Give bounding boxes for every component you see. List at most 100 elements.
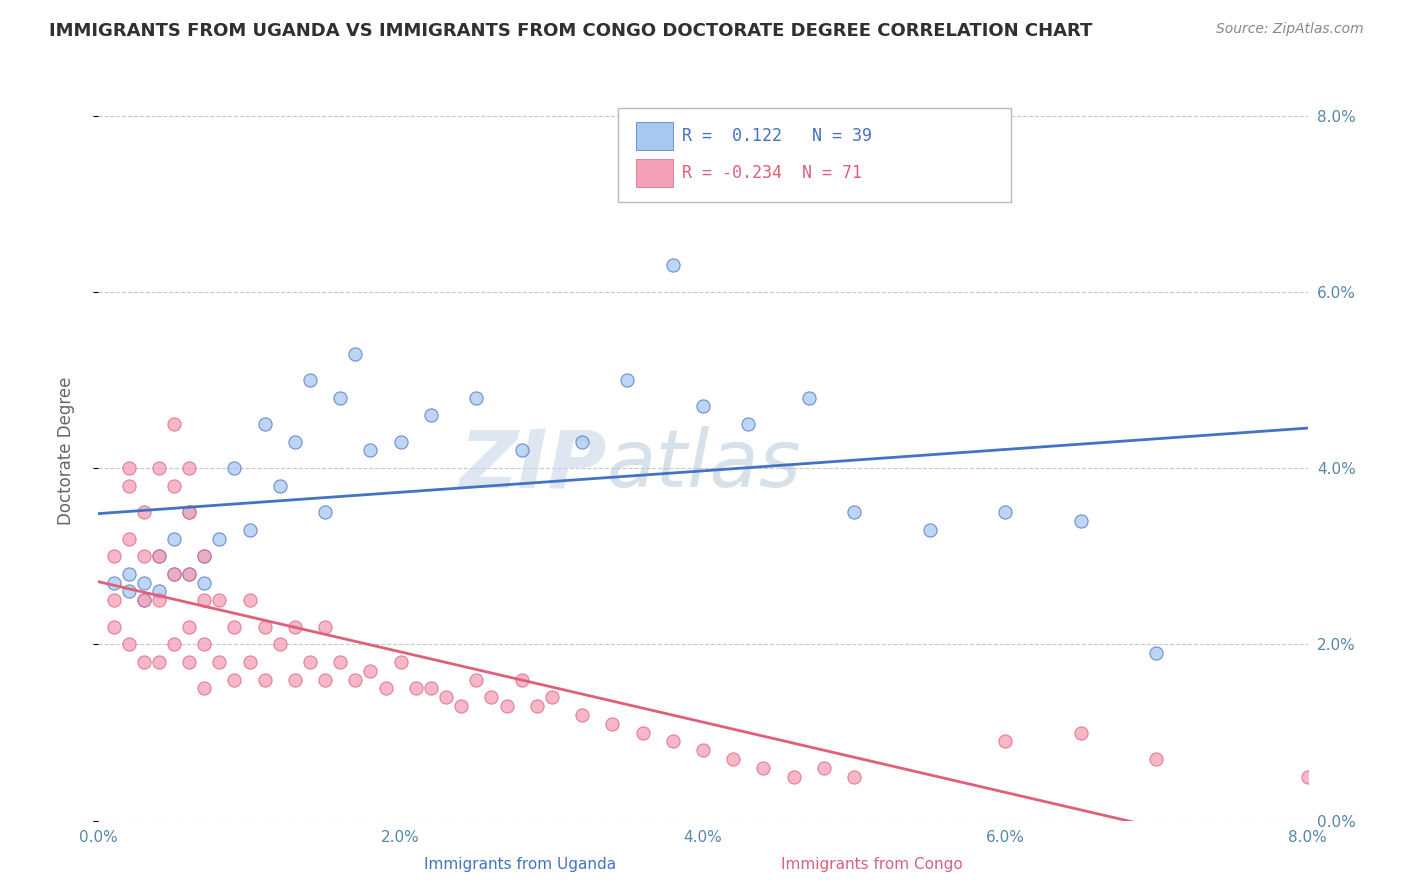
Text: R =  0.122   N = 39: R = 0.122 N = 39 bbox=[682, 127, 873, 145]
Point bbox=[239, 655, 262, 669]
Point bbox=[1146, 646, 1168, 660]
Point bbox=[103, 620, 125, 634]
Point bbox=[208, 593, 231, 607]
Point bbox=[1296, 770, 1319, 784]
Point bbox=[420, 681, 443, 696]
Point bbox=[103, 575, 125, 590]
Point bbox=[193, 681, 215, 696]
Point bbox=[163, 637, 186, 651]
Point bbox=[148, 549, 170, 564]
Point bbox=[179, 566, 201, 581]
Point bbox=[510, 443, 533, 458]
Point bbox=[540, 690, 562, 705]
Point bbox=[571, 434, 593, 449]
Point bbox=[844, 505, 866, 519]
Text: atlas: atlas bbox=[606, 426, 801, 504]
Text: ZIP: ZIP bbox=[458, 426, 606, 504]
Point bbox=[344, 673, 367, 687]
Point bbox=[918, 523, 941, 537]
Text: R = -0.234  N = 71: R = -0.234 N = 71 bbox=[682, 164, 862, 182]
Point bbox=[269, 479, 291, 493]
Point bbox=[661, 259, 683, 273]
Point bbox=[118, 637, 141, 651]
Point bbox=[797, 391, 820, 405]
Point bbox=[389, 655, 412, 669]
Point bbox=[994, 505, 1017, 519]
Point bbox=[118, 461, 141, 475]
Point bbox=[193, 549, 215, 564]
Point bbox=[844, 770, 866, 784]
Point bbox=[179, 655, 201, 669]
Point bbox=[737, 417, 759, 431]
Point bbox=[163, 566, 186, 581]
Point bbox=[224, 673, 246, 687]
Point bbox=[253, 620, 276, 634]
Point bbox=[103, 593, 125, 607]
Point bbox=[405, 681, 427, 696]
Point bbox=[179, 566, 201, 581]
Point bbox=[103, 549, 125, 564]
Text: IMMIGRANTS FROM UGANDA VS IMMIGRANTS FROM CONGO DOCTORATE DEGREE CORRELATION CHA: IMMIGRANTS FROM UGANDA VS IMMIGRANTS FRO… bbox=[49, 22, 1092, 40]
Point bbox=[495, 699, 517, 714]
Point bbox=[360, 443, 382, 458]
Text: Immigrants from Uganda: Immigrants from Uganda bbox=[425, 857, 616, 872]
Point bbox=[163, 417, 186, 431]
Point bbox=[631, 725, 654, 739]
Point bbox=[253, 417, 276, 431]
Point bbox=[314, 620, 336, 634]
Point bbox=[481, 690, 503, 705]
Point bbox=[661, 734, 683, 748]
Point bbox=[360, 664, 382, 678]
Point bbox=[723, 752, 745, 766]
Point bbox=[163, 566, 186, 581]
Point bbox=[344, 346, 367, 360]
Point bbox=[329, 391, 352, 405]
Bar bbox=[637, 121, 672, 150]
Point bbox=[132, 549, 155, 564]
Point bbox=[179, 505, 201, 519]
Point bbox=[253, 673, 276, 687]
Point bbox=[118, 479, 141, 493]
Point bbox=[193, 549, 215, 564]
Text: Source: ZipAtlas.com: Source: ZipAtlas.com bbox=[1216, 22, 1364, 37]
Point bbox=[1070, 725, 1092, 739]
Point bbox=[148, 461, 170, 475]
Point bbox=[224, 620, 246, 634]
Point bbox=[132, 593, 155, 607]
Point bbox=[148, 584, 170, 599]
Point bbox=[374, 681, 396, 696]
Point bbox=[420, 408, 443, 422]
Text: Immigrants from Congo: Immigrants from Congo bbox=[780, 857, 963, 872]
Point bbox=[616, 373, 638, 387]
Point bbox=[118, 584, 141, 599]
Point bbox=[132, 575, 155, 590]
Point bbox=[193, 575, 215, 590]
Point bbox=[465, 391, 488, 405]
Point bbox=[132, 655, 155, 669]
Point bbox=[132, 505, 155, 519]
Y-axis label: Doctorate Degree: Doctorate Degree bbox=[56, 376, 75, 524]
Point bbox=[314, 505, 336, 519]
Point bbox=[224, 461, 246, 475]
Point bbox=[602, 716, 624, 731]
Point bbox=[692, 743, 714, 757]
Point bbox=[179, 505, 201, 519]
Point bbox=[465, 673, 488, 687]
Point bbox=[284, 434, 307, 449]
Point bbox=[299, 655, 322, 669]
Point bbox=[148, 593, 170, 607]
Point bbox=[510, 673, 533, 687]
Point bbox=[193, 593, 215, 607]
Point bbox=[571, 707, 593, 722]
Point bbox=[692, 400, 714, 414]
Point bbox=[813, 761, 835, 775]
Point bbox=[269, 637, 291, 651]
Point bbox=[193, 637, 215, 651]
Point bbox=[132, 593, 155, 607]
Point bbox=[994, 734, 1017, 748]
Point bbox=[179, 461, 201, 475]
Point bbox=[163, 479, 186, 493]
Point bbox=[208, 655, 231, 669]
Point bbox=[118, 566, 141, 581]
Point bbox=[1146, 752, 1168, 766]
